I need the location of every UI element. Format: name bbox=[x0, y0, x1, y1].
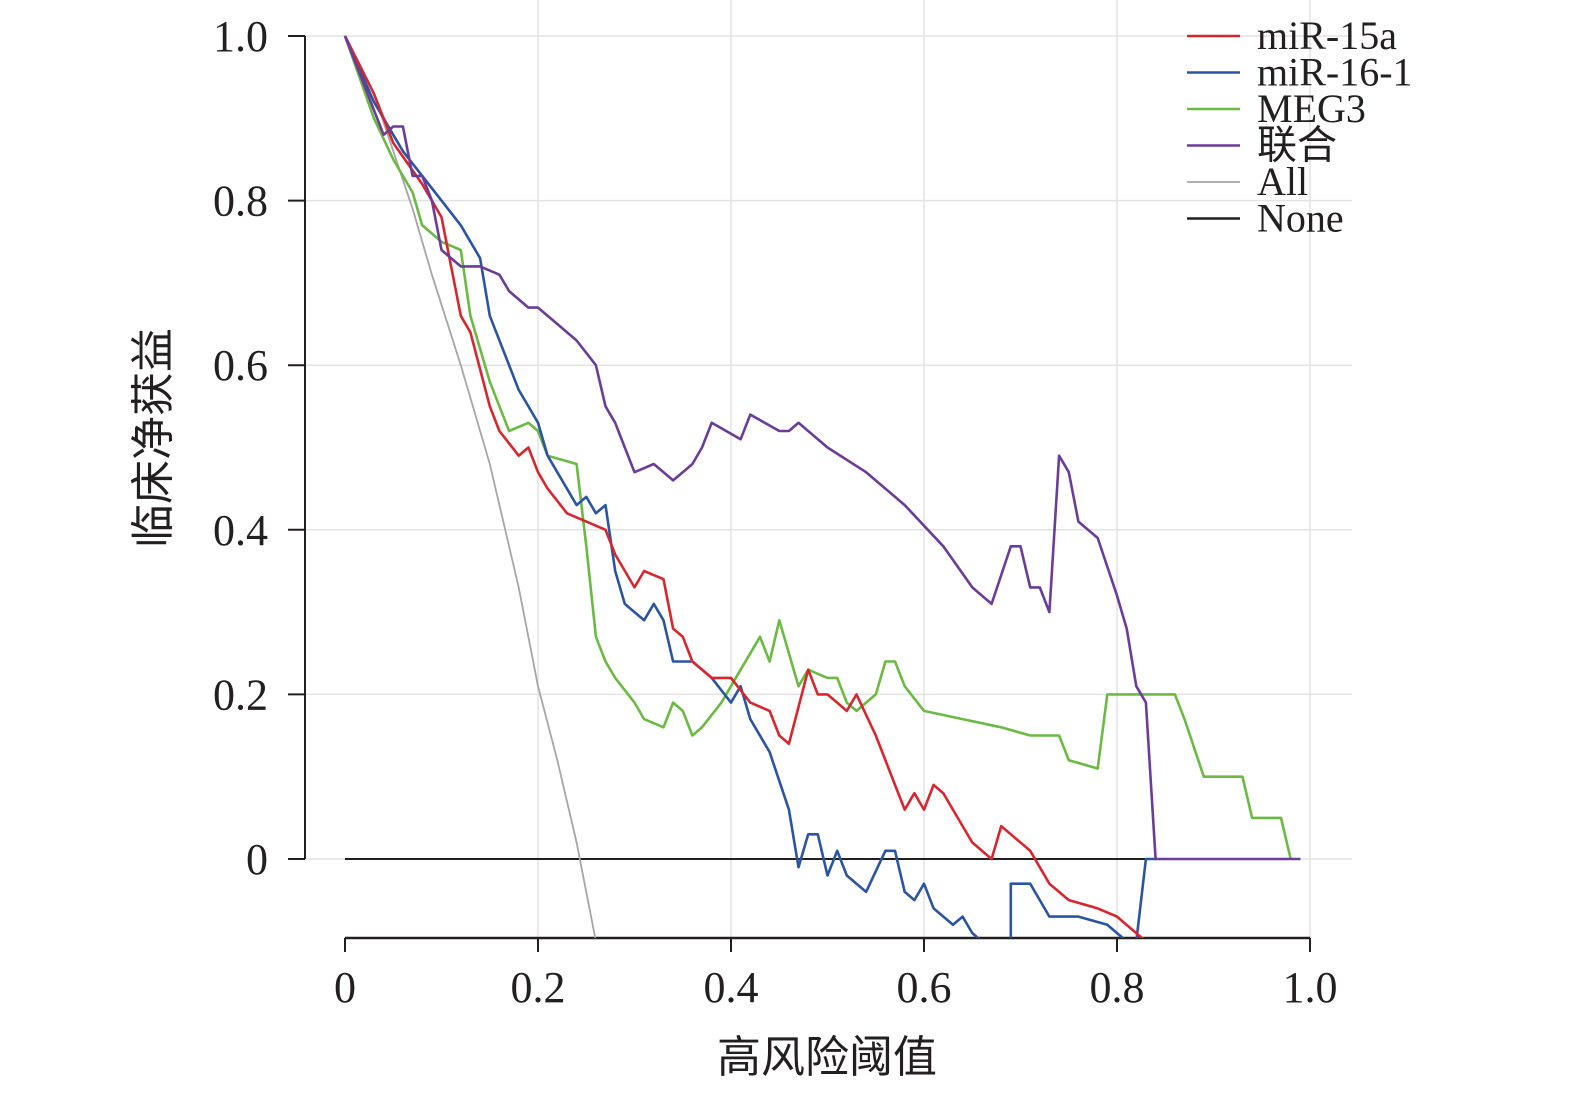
x-ticks: 0 0.2 0.4 0.6 0.8 1.0 bbox=[334, 938, 1338, 1012]
x-tick-label: 1.0 bbox=[1283, 963, 1338, 1012]
x-tick-label: 0 bbox=[334, 963, 356, 1012]
legend-label: MEG3 bbox=[1257, 86, 1366, 131]
y-tick-label: 0.8 bbox=[213, 177, 268, 226]
y-tick-label: 0 bbox=[246, 835, 268, 884]
x-tick-label: 0.4 bbox=[704, 963, 759, 1012]
series-line-联合 bbox=[343, 35, 1301, 861]
y-tick-label: 1.0 bbox=[213, 12, 268, 61]
series-line-miR-15a bbox=[343, 35, 1145, 938]
y-tick-label: 0.6 bbox=[213, 341, 268, 390]
legend-label: miR-15a bbox=[1257, 13, 1397, 58]
legend-label: None bbox=[1257, 196, 1344, 241]
legend-label: 联合 bbox=[1257, 123, 1337, 168]
y-ticks: 0 0.2 0.4 0.6 0.8 1.0 bbox=[213, 12, 305, 884]
series-line-miR-16-1 bbox=[1135, 857, 1156, 938]
grid bbox=[305, 0, 1352, 938]
x-axis-title: 高风险阈值 bbox=[717, 1033, 937, 1082]
x-tick-label: 0.8 bbox=[1090, 963, 1145, 1012]
series-line-All bbox=[344, 35, 597, 938]
legend-label: All bbox=[1257, 159, 1308, 204]
y-axis-title: 临床净获益 bbox=[129, 328, 178, 548]
series-group bbox=[343, 35, 1301, 938]
y-tick-label: 0.4 bbox=[213, 506, 268, 555]
series-line-miR-16-1 bbox=[1009, 882, 1125, 938]
legend-label: miR-16-1 bbox=[1257, 50, 1413, 95]
axes bbox=[304, 36, 1310, 940]
x-tick-label: 0.6 bbox=[897, 963, 952, 1012]
x-tick-label: 0.2 bbox=[511, 963, 566, 1012]
series-line-MEG3 bbox=[343, 35, 1292, 860]
y-tick-label: 0.2 bbox=[213, 670, 268, 719]
